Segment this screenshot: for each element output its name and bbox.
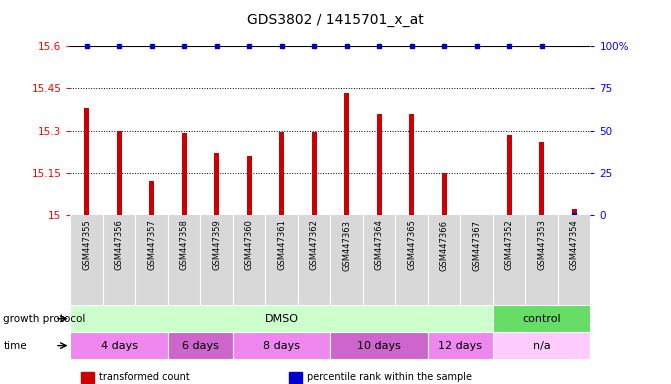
Text: GDS3802 / 1415701_x_at: GDS3802 / 1415701_x_at	[247, 13, 424, 27]
Text: GSM447367: GSM447367	[472, 220, 481, 271]
Text: GSM447360: GSM447360	[245, 220, 254, 270]
Bar	[233, 332, 330, 359]
Bar	[572, 209, 576, 215]
Text: GSM447355: GSM447355	[83, 220, 91, 270]
Bar	[168, 332, 233, 359]
Text: GSM447352: GSM447352	[505, 220, 514, 270]
Bar	[493, 332, 590, 359]
Text: GSM447361: GSM447361	[277, 220, 287, 270]
Bar	[442, 173, 447, 215]
Bar	[117, 131, 121, 215]
Text: percentile rank within the sample: percentile rank within the sample	[307, 372, 472, 382]
Text: 10 days: 10 days	[357, 341, 401, 351]
Bar	[539, 142, 544, 215]
Text: GSM447366: GSM447366	[440, 220, 449, 271]
Text: 12 days: 12 days	[438, 341, 482, 351]
Text: 8 days: 8 days	[263, 341, 300, 351]
Bar	[70, 332, 168, 359]
Text: GSM447362: GSM447362	[310, 220, 319, 270]
Bar	[182, 133, 187, 215]
Text: GSM447353: GSM447353	[537, 220, 546, 270]
Text: GSM447354: GSM447354	[570, 220, 578, 270]
Text: control: control	[523, 314, 561, 324]
Bar	[289, 372, 302, 383]
Text: 6 days: 6 days	[182, 341, 219, 351]
Bar	[507, 135, 512, 215]
Bar	[70, 305, 493, 332]
Bar	[85, 108, 89, 215]
Bar	[330, 332, 428, 359]
Bar	[81, 372, 94, 383]
Bar	[409, 114, 414, 215]
Text: GSM447363: GSM447363	[342, 220, 351, 271]
Bar	[214, 153, 219, 215]
Text: GSM447364: GSM447364	[374, 220, 384, 270]
Text: GSM447365: GSM447365	[407, 220, 416, 270]
Bar	[279, 132, 284, 215]
Bar	[493, 305, 590, 332]
Bar	[428, 332, 493, 359]
Text: DMSO: DMSO	[265, 314, 299, 324]
Bar	[149, 181, 154, 215]
Bar	[247, 156, 252, 215]
Text: transformed count: transformed count	[99, 372, 190, 382]
Text: GSM447356: GSM447356	[115, 220, 123, 270]
Bar	[344, 93, 349, 215]
Text: GSM447358: GSM447358	[180, 220, 189, 270]
Text: n/a: n/a	[533, 341, 551, 351]
Text: GSM447357: GSM447357	[147, 220, 156, 270]
Text: time: time	[3, 341, 27, 351]
Bar	[312, 132, 317, 215]
Text: 4 days: 4 days	[101, 341, 138, 351]
Text: growth protocol: growth protocol	[3, 314, 86, 324]
Bar	[377, 114, 382, 215]
Text: GSM447359: GSM447359	[212, 220, 221, 270]
